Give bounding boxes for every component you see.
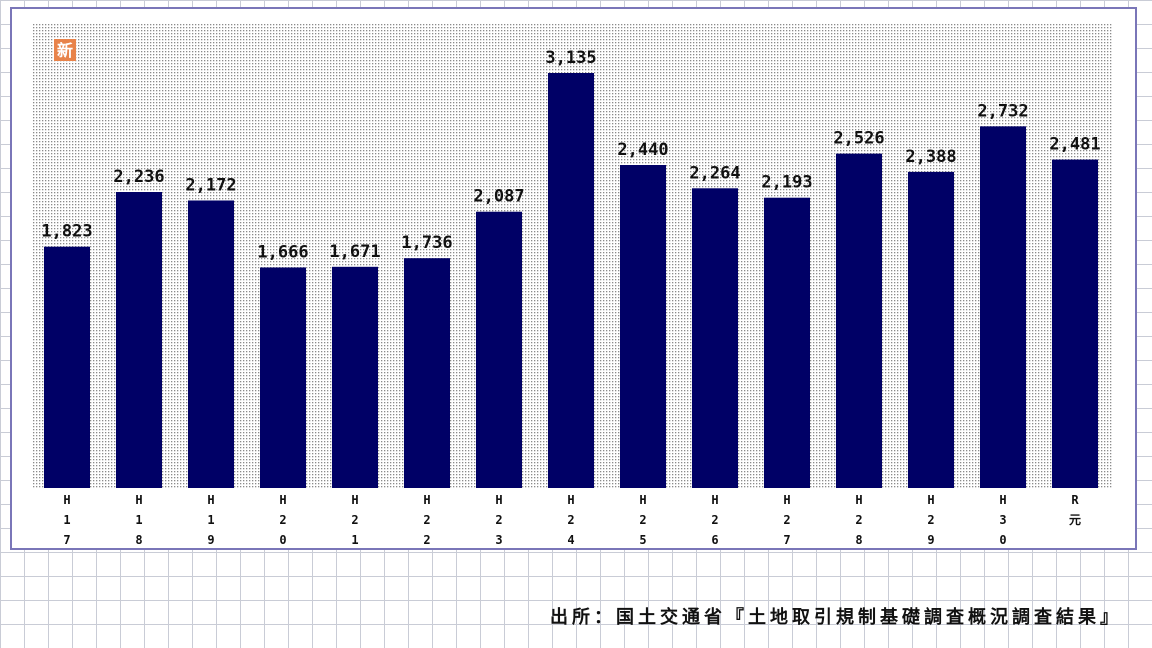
value-label-H23: 2,087: [473, 187, 524, 207]
bar-H22: [404, 258, 450, 488]
bar-H27: [764, 197, 810, 489]
bar-R元: [1052, 159, 1098, 488]
bar-H25: [620, 165, 666, 489]
value-label-H20: 1,666: [257, 242, 308, 262]
bar-H21: [332, 266, 378, 488]
value-label-H28: 2,526: [833, 129, 884, 149]
bar-H19: [188, 200, 234, 489]
source-note: 出所：国土交通省『土地取引規制基礎調査概況調査結果』: [550, 607, 1122, 628]
bar-H17: [44, 246, 90, 488]
bar-H30: [980, 126, 1026, 488]
bar-H23: [476, 211, 522, 488]
value-label-H24: 3,135: [545, 48, 596, 68]
value-label-R元: 2,481: [1049, 135, 1100, 155]
value-label-H25: 2,440: [617, 140, 668, 160]
bar-H28: [836, 153, 882, 488]
bar-H29: [908, 171, 954, 488]
bar-chart: 1,823 2,236 2,172 1,666 1,671 1,736 2,087 3,135…: [32, 23, 1112, 547]
value-label-H30: 2,732: [977, 101, 1028, 121]
value-label-H21: 1,671: [329, 242, 380, 262]
value-label-H29: 2,388: [905, 147, 956, 167]
new-badge-box: [54, 39, 76, 61]
value-label-H26: 2,264: [689, 163, 740, 183]
value-label-H19: 2,172: [185, 175, 236, 195]
bar-H26: [692, 188, 738, 488]
value-label-H18: 2,236: [113, 167, 164, 187]
bar-H20: [260, 267, 306, 488]
chart-frame: 1,823 2,236 2,172 1,666 1,671 1,736 2,087 3,135…: [10, 7, 1137, 550]
bar-H24: [548, 73, 594, 488]
value-label-H22: 1,736: [401, 233, 452, 253]
value-label-H17: 1,823: [41, 222, 92, 242]
new-badge: 新: [54, 39, 76, 61]
bar-H18: [116, 192, 162, 488]
new-badge-text: 新: [57, 41, 73, 60]
value-label-H27: 2,193: [761, 173, 812, 193]
